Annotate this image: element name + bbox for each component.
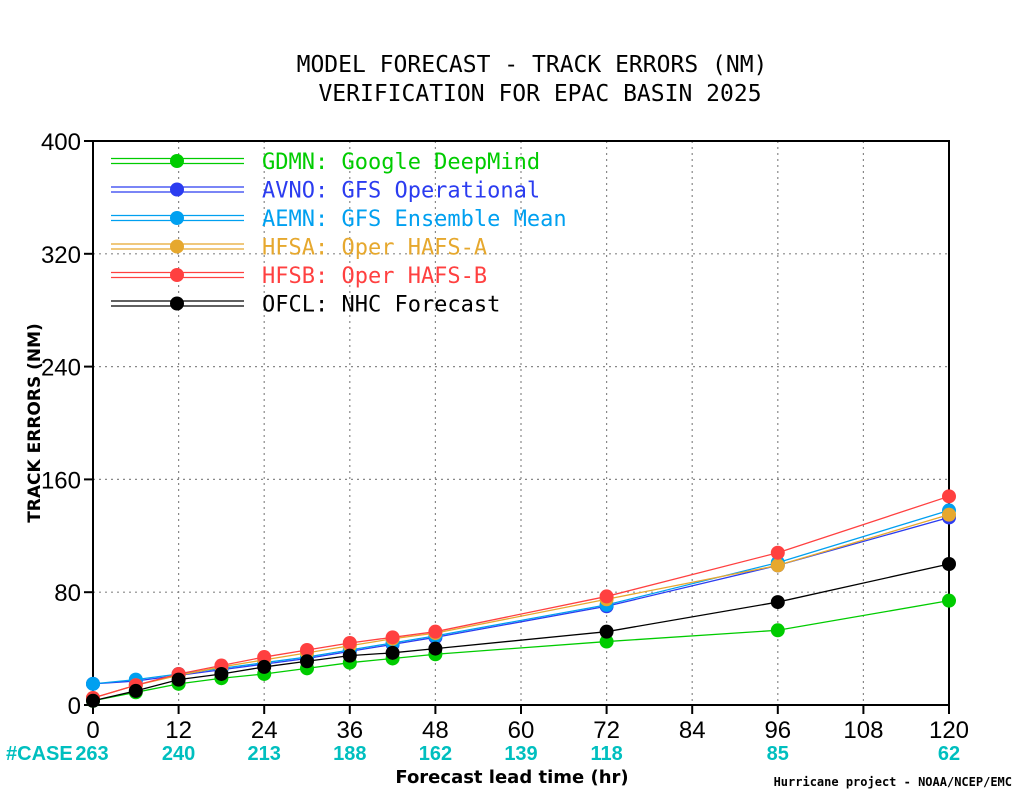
- legend-label: AEMN: GFS Ensemble Mean: [262, 207, 567, 232]
- legend-marker: [170, 268, 184, 282]
- data-point: [257, 659, 272, 674]
- x-axis-ticks: 0 12 24 36 48 60 72 84 96 108 120: [86, 705, 969, 744]
- case-count-12: 240: [162, 743, 195, 765]
- data-point: [770, 545, 785, 560]
- legend-marker: [170, 211, 184, 225]
- series-line: [92, 509, 950, 685]
- y-tick-label-0: 0: [68, 693, 81, 720]
- data-point: [599, 589, 614, 604]
- grid-lines: [93, 141, 949, 705]
- x-tick-label-96: 96: [764, 717, 791, 744]
- x-tick-label-108: 108: [843, 717, 883, 744]
- legend-entry-gdmn: GDMN: Google DeepMind: [111, 150, 540, 175]
- case-count-48: 162: [419, 743, 452, 765]
- data-point: [257, 650, 272, 665]
- data-point: [342, 635, 357, 650]
- legend-label: AVNO: GFS Operational: [262, 179, 540, 204]
- legend-label: HFSB: Oper HAFS-B: [262, 264, 487, 289]
- case-count-96: 85: [767, 743, 789, 765]
- case-count-72: 118: [590, 743, 622, 765]
- x-tick-label-36: 36: [336, 717, 363, 744]
- data-point: [942, 507, 956, 522]
- data-point: [770, 623, 785, 638]
- x-tick-label-120: 120: [929, 717, 969, 744]
- case-count-24: 213: [248, 743, 281, 765]
- series-ofcl: [86, 557, 956, 708]
- data-point: [428, 624, 443, 639]
- chart-title-line-1: MODEL FORECAST - TRACK ERRORS (NM): [297, 52, 768, 78]
- x-tick-label-0: 0: [86, 717, 99, 744]
- legend-label: GDMN: Google DeepMind: [262, 150, 540, 175]
- data-point: [942, 593, 956, 608]
- legend-entry-avno: AVNO: GFS Operational: [111, 179, 540, 204]
- legend: GDMN: Google DeepMind AVNO: GFS Operation…: [111, 150, 567, 318]
- case-counts: #CASE 263 240 213 188 162 139 118 85 62: [6, 743, 960, 765]
- legend-label: OFCL: NHC Forecast: [262, 293, 500, 318]
- legend-marker: [170, 154, 184, 168]
- y-axis-ticks: 0 80 160 240 320 400: [41, 129, 93, 720]
- series-line: [92, 600, 950, 702]
- data-point: [300, 643, 314, 658]
- case-count-60: 139: [504, 743, 537, 765]
- series-hfsb: [86, 489, 956, 705]
- data-point: [385, 630, 400, 645]
- case-count-0: 263: [75, 743, 108, 765]
- data-point: [342, 648, 357, 663]
- series-line: [92, 514, 950, 699]
- data-point: [86, 676, 100, 691]
- data-point: [86, 693, 100, 708]
- y-tick-label-240: 240: [41, 355, 81, 382]
- y-tick-label-400: 400: [41, 129, 81, 156]
- data-point: [599, 624, 614, 639]
- series-line: [92, 563, 950, 702]
- y-tick-label-80: 80: [54, 580, 81, 607]
- data-point: [171, 672, 186, 687]
- data-point: [942, 489, 956, 504]
- legend-label: HFSA: Oper HAFS-A: [262, 236, 487, 261]
- legend-entry-hfsa: HFSA: Oper HAFS-A: [111, 236, 487, 261]
- data-point: [128, 683, 143, 698]
- y-tick-label-160: 160: [41, 467, 81, 494]
- x-tick-label-84: 84: [679, 717, 706, 744]
- legend-entry-hfsb: HFSB: Oper HAFS-B: [111, 264, 487, 289]
- x-tick-label-48: 48: [422, 717, 449, 744]
- x-tick-label-24: 24: [251, 717, 278, 744]
- data-point: [770, 595, 785, 610]
- x-tick-label-12: 12: [165, 717, 192, 744]
- legend-marker: [170, 239, 184, 254]
- data-point: [300, 654, 314, 669]
- case-count-120: 62: [938, 743, 960, 765]
- data-point: [214, 666, 229, 681]
- x-axis-label: Forecast lead time (hr): [395, 767, 628, 788]
- data-point: [599, 634, 614, 649]
- y-tick-label-320: 320: [41, 242, 81, 269]
- case-label: #CASE: [6, 743, 73, 765]
- legend-entry-aemn: AEMN: GFS Ensemble Mean: [111, 207, 567, 232]
- y-axis-label: TRACK ERRORS (NM): [25, 323, 45, 523]
- series-layer: [86, 489, 956, 708]
- series-line: [92, 495, 950, 699]
- chart-title-line-2: VERIFICATION FOR EPAC BASIN 2025: [318, 81, 761, 107]
- case-count-36: 188: [333, 743, 366, 765]
- legend-entry-ofcl: OFCL: NHC Forecast: [111, 293, 500, 318]
- data-point: [942, 557, 956, 571]
- x-tick-label-60: 60: [508, 717, 535, 744]
- credit-text: Hurricane project - NOAA/NCEP/EMC: [774, 775, 1012, 789]
- legend-marker: [170, 182, 184, 197]
- data-point: [385, 645, 400, 660]
- x-tick-label-72: 72: [593, 717, 620, 744]
- data-point: [428, 641, 443, 656]
- legend-marker: [170, 296, 184, 311]
- data-point: [770, 558, 785, 573]
